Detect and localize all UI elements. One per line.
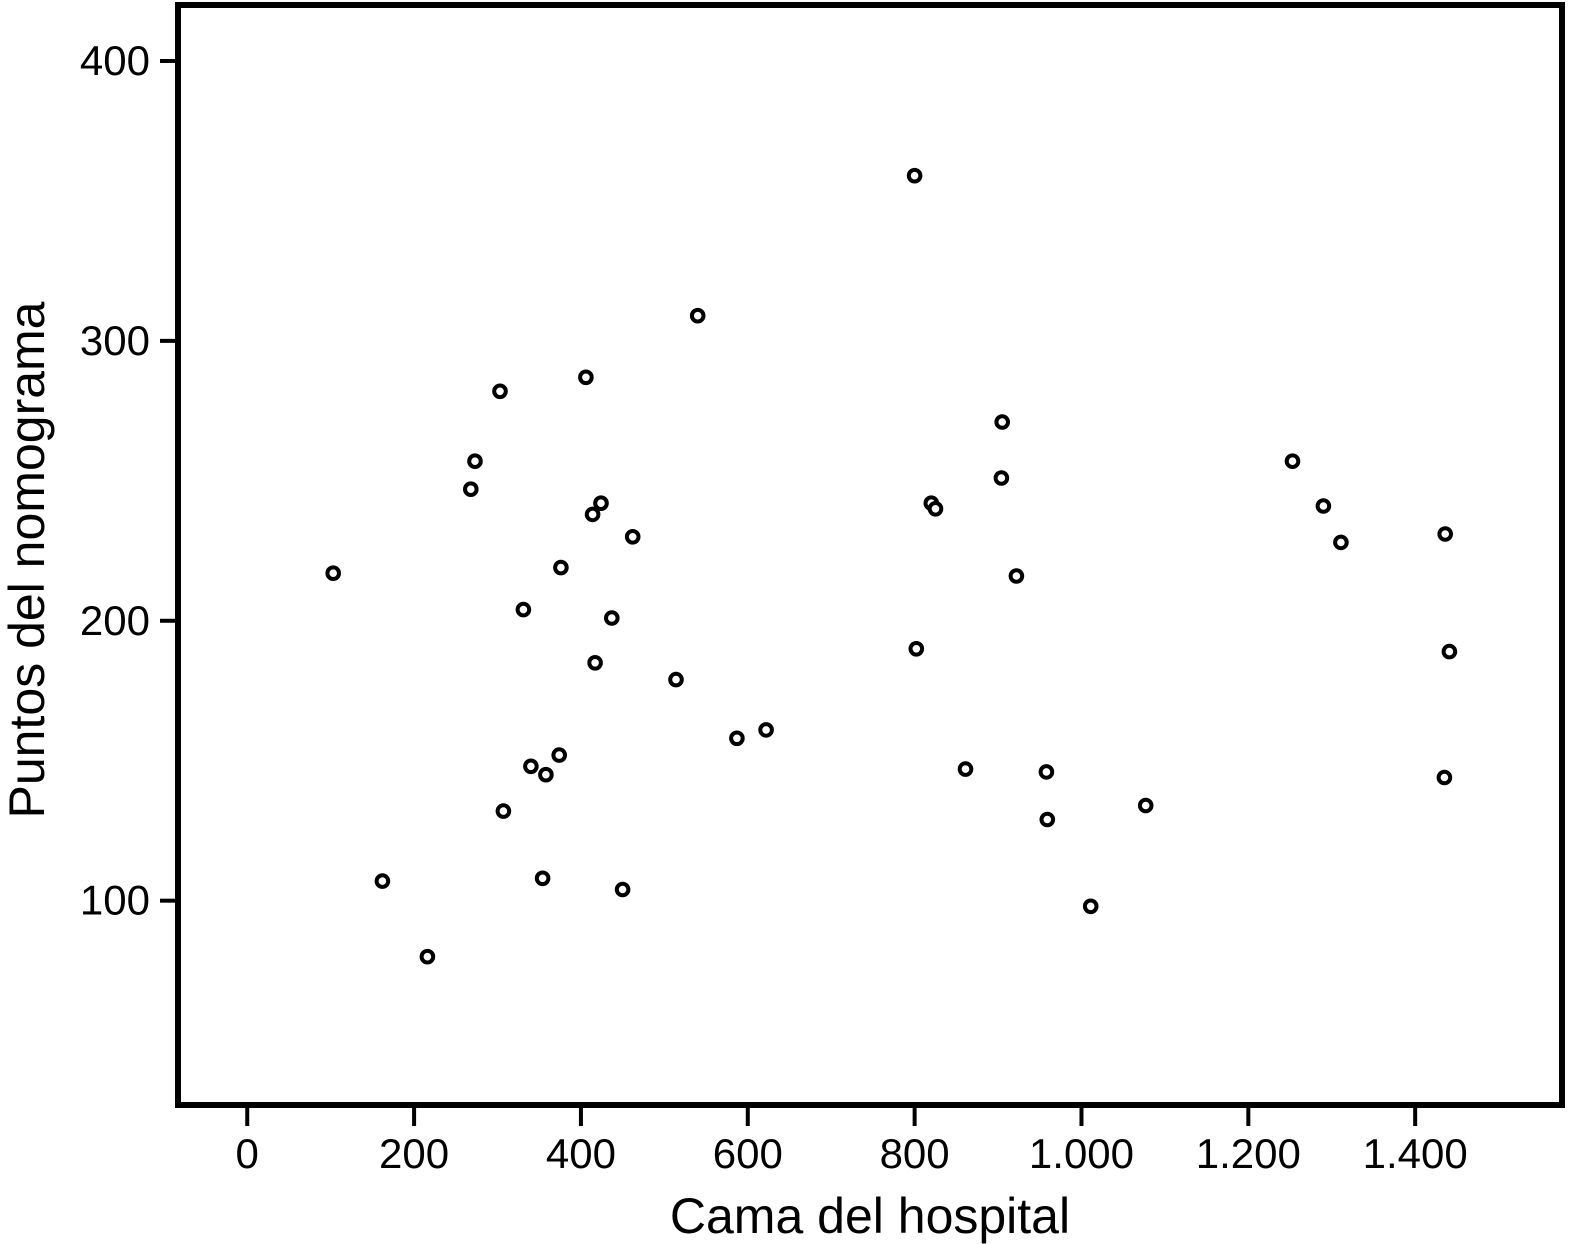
data-point	[927, 501, 944, 517]
y-axis-title: Puntos del nomograma	[0, 301, 55, 818]
data-point	[1437, 526, 1453, 542]
x-tick-label: 600	[713, 1130, 783, 1177]
data-point	[758, 722, 774, 738]
data-point	[584, 506, 601, 523]
data-point	[1441, 643, 1458, 660]
data-point	[419, 948, 436, 965]
data-point	[538, 766, 554, 783]
x-tick-label: 1.400	[1363, 1130, 1468, 1177]
data-point	[492, 383, 508, 400]
data-point	[553, 559, 569, 576]
data-point	[593, 495, 609, 512]
data-point	[523, 758, 539, 775]
data-point	[1333, 534, 1349, 551]
data-point	[729, 730, 745, 747]
data-point	[1039, 811, 1056, 828]
data-point	[668, 671, 684, 688]
data-point	[534, 870, 551, 887]
data-point	[515, 601, 532, 618]
data-point	[993, 470, 1010, 486]
x-axis-title: Cama del hospital	[670, 1188, 1070, 1244]
data-point	[467, 453, 483, 470]
plot-border	[175, 2, 1565, 1108]
y-tick-label: 200	[80, 597, 150, 644]
y-tick-label: 400	[80, 37, 150, 84]
data-point	[604, 610, 620, 626]
data-point	[374, 873, 391, 889]
x-tick-label: 0	[236, 1130, 259, 1177]
data-point	[1038, 764, 1055, 780]
data-point	[587, 655, 603, 671]
data-point	[1082, 898, 1099, 915]
x-tick-label: 1.000	[1029, 1130, 1134, 1177]
data-point	[1008, 568, 1025, 584]
y-tick-label: 300	[80, 317, 150, 364]
plot-layer: 0 200 400 600 800 1.000 1.200 1.400 100 200 300 400	[80, 2, 1565, 1177]
data-point	[614, 881, 631, 898]
data-point	[689, 307, 706, 324]
data-point	[551, 747, 568, 763]
data-point	[578, 369, 594, 386]
x-tick-label: 800	[880, 1130, 950, 1177]
data-point	[957, 761, 974, 777]
data-point	[495, 803, 512, 819]
data-point	[325, 565, 342, 582]
data-point	[624, 529, 641, 545]
data-point	[1315, 498, 1332, 514]
data-point	[906, 167, 923, 184]
data-point	[463, 481, 479, 498]
y-tick-label: 100	[80, 877, 150, 924]
x-tick-label: 200	[379, 1130, 449, 1177]
data-point	[1284, 453, 1301, 470]
x-tick-label: 400	[546, 1130, 616, 1177]
data-point	[1137, 797, 1154, 814]
x-tick-label: 1.200	[1196, 1130, 1301, 1177]
data-point	[1436, 769, 1453, 786]
data-point	[908, 641, 925, 657]
data-point	[994, 414, 1011, 430]
